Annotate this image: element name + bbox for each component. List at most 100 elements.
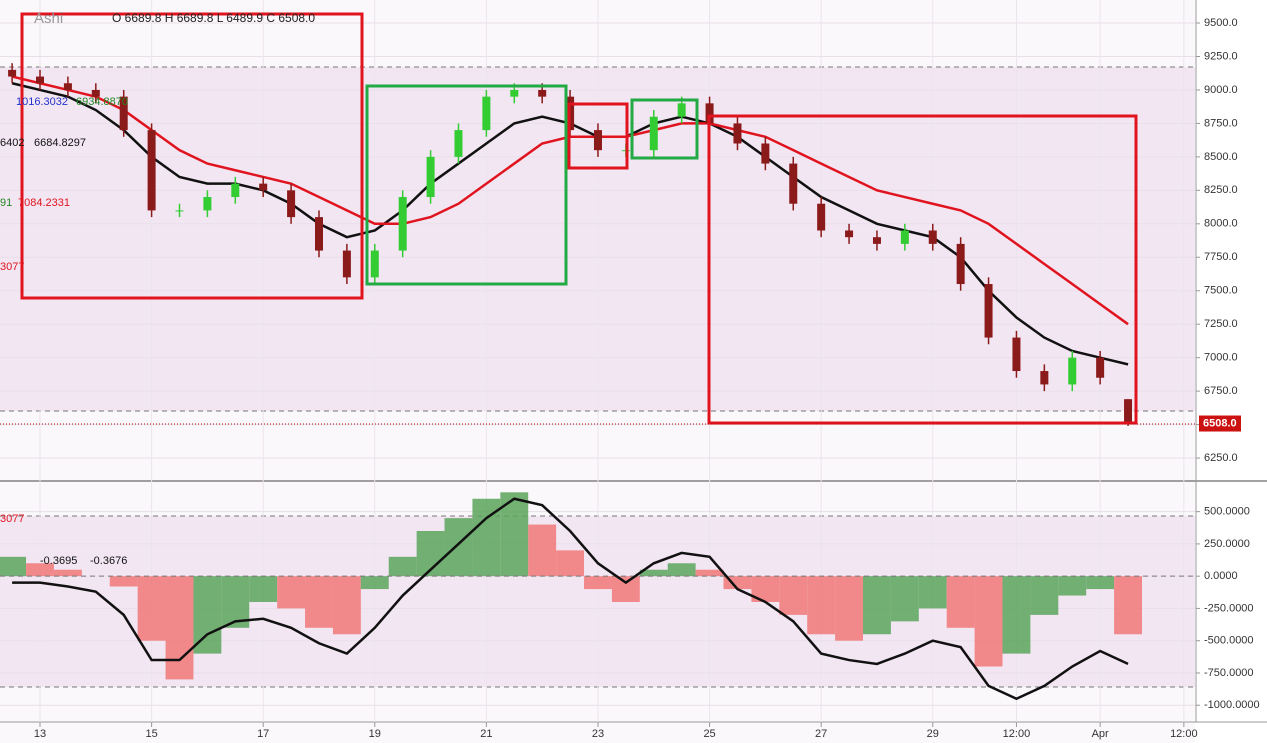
- indicator-value: 7084.2331: [18, 197, 70, 209]
- last-price-tag: [1199, 415, 1241, 432]
- x-tick-label: 17: [257, 728, 269, 740]
- indicator-value: 91: [0, 197, 12, 209]
- histogram-bar: [1086, 576, 1115, 590]
- x-tick-label: 23: [592, 728, 604, 740]
- y-tick-label: -750.0000: [1204, 667, 1254, 679]
- red-box: [20, 12, 364, 300]
- histogram-bar: [695, 569, 724, 577]
- candle-body: [231, 183, 240, 198]
- ohlc-readout: O 6689.8 H 6689.8 L 6489.9 C 6508.0: [112, 11, 315, 25]
- candle-body: [8, 69, 17, 77]
- y-tick-label: -1000.0000: [1204, 699, 1260, 711]
- candle-body: [342, 250, 351, 278]
- histogram-bar: [277, 576, 306, 609]
- x-tick-label: 12:00: [1170, 728, 1198, 740]
- histogram-bar: [528, 524, 557, 577]
- candle-body: [203, 197, 212, 211]
- candle-body: [1012, 337, 1021, 372]
- candle-body: [454, 130, 463, 157]
- y-tick-label: 7250.0: [1204, 318, 1238, 330]
- y-tick-label: 7750.0: [1204, 251, 1238, 263]
- candle-body: [900, 230, 909, 244]
- candle-body: [426, 156, 435, 198]
- y-tick-label: 9500.0: [1204, 17, 1238, 29]
- y-tick-label: 8500.0: [1204, 151, 1238, 163]
- candle-body: [287, 190, 296, 218]
- histogram-bar: [221, 576, 250, 628]
- histogram-bar: [611, 576, 640, 602]
- candle-body: [370, 250, 379, 278]
- indicator-value: 3077: [0, 513, 24, 525]
- candle-body: [36, 76, 45, 84]
- histogram-bar: [835, 576, 864, 641]
- histogram-bar: [305, 576, 333, 628]
- candle-body: [119, 96, 128, 131]
- x-tick-label: 27: [815, 728, 827, 740]
- candle-body: [147, 130, 156, 211]
- candle-body: [314, 217, 323, 251]
- indicator-line: [12, 497, 1129, 701]
- candle-body: [677, 103, 686, 117]
- y-tick-label: -250.0000: [1204, 602, 1254, 614]
- chart-style-label: Ashi: [34, 10, 63, 27]
- indicator-value: 6934.8870: [76, 96, 128, 108]
- x-tick-label: 25: [703, 728, 715, 740]
- y-tick-label: 9000.0: [1204, 84, 1238, 96]
- indicator-value: -0.3676: [90, 555, 127, 567]
- candle-body: [845, 230, 854, 238]
- histogram-bar: [807, 576, 836, 635]
- indicator-value: 6402: [0, 137, 24, 149]
- y-tick-label: 9250.0: [1204, 50, 1238, 62]
- candle-body: [956, 243, 965, 285]
- histogram-bar: [193, 576, 222, 654]
- y-tick-label: -500.0000: [1204, 635, 1254, 647]
- x-tick-label: 29: [927, 728, 939, 740]
- histogram-bar: [388, 556, 417, 577]
- indicator-value: 6684.8297: [34, 137, 86, 149]
- histogram-bar: [890, 576, 919, 622]
- histogram-bar: [667, 563, 696, 577]
- x-tick-label: 21: [480, 728, 492, 740]
- histogram-bar: [0, 556, 27, 577]
- candle-body: [1124, 399, 1133, 424]
- y-tick-label: 6250.0: [1204, 452, 1238, 464]
- candle-body: [175, 210, 184, 212]
- histogram-bar: [360, 576, 389, 590]
- y-tick-label: 6750.0: [1204, 385, 1238, 397]
- series-layer: [0, 0, 1195, 722]
- histogram-bar: [165, 576, 194, 680]
- histogram-bar: [1030, 576, 1059, 615]
- histogram-bar: [556, 550, 585, 577]
- indicator-value: 3077: [0, 261, 24, 273]
- y-tick-label: 8750.0: [1204, 117, 1238, 129]
- candle-body: [705, 103, 714, 124]
- candle-body: [984, 284, 993, 338]
- candle-body: [761, 143, 770, 164]
- candle-body: [789, 163, 798, 204]
- green-box: [630, 98, 699, 160]
- candle-body: [1068, 357, 1077, 385]
- candle-body: [593, 130, 602, 151]
- candle-body: [482, 96, 491, 131]
- candle-body: [928, 230, 937, 244]
- histogram-bar: [639, 569, 668, 577]
- indicator-value: -0.3695: [40, 555, 77, 567]
- red-box: [567, 102, 629, 170]
- x-tick-label: Apr: [1092, 728, 1109, 740]
- y-tick-label: 8000.0: [1204, 218, 1238, 230]
- histogram-bar: [946, 576, 975, 628]
- candle-body: [63, 83, 72, 90]
- y-tick-label: 250.0000: [1204, 538, 1250, 550]
- y-tick-label: 8250.0: [1204, 184, 1238, 196]
- histogram-bar: [109, 576, 138, 587]
- histogram-bar: [1058, 576, 1087, 596]
- x-tick-label: 12:00: [1003, 728, 1031, 740]
- histogram-bar: [444, 518, 473, 577]
- y-tick-label: 7500.0: [1204, 285, 1238, 297]
- histogram-bar: [584, 576, 612, 590]
- candle-body: [398, 197, 407, 251]
- candle-body: [872, 237, 881, 244]
- histogram-bar: [779, 576, 808, 615]
- histogram-bar: [918, 576, 947, 609]
